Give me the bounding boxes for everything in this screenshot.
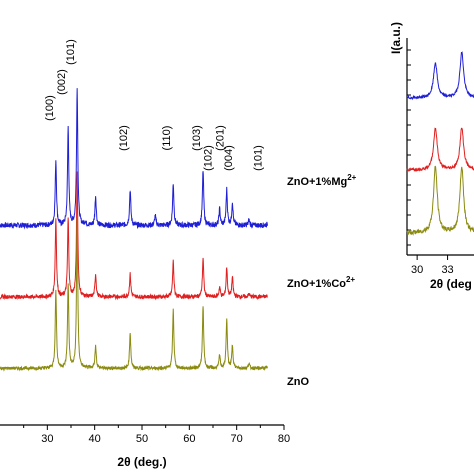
peak-label-8: (004) bbox=[223, 145, 235, 171]
peak-label-9: (101) bbox=[253, 145, 265, 171]
peak-label-0: (100) bbox=[44, 95, 56, 121]
peak-annotations: (100)(002)(101)(102) (110) (103)(102)(201)… bbox=[44, 39, 265, 171]
inset-series-line-2 bbox=[406, 165, 474, 236]
peak-label-2: (101) bbox=[65, 39, 77, 65]
series-label-1: ZnO+1%Co2+ bbox=[287, 275, 355, 290]
series-line-0 bbox=[0, 88, 268, 230]
main-x-tick-label-30: 30 bbox=[41, 433, 53, 445]
main-series bbox=[0, 88, 268, 372]
main-plot: 30 40 50 60 70 80 (100)(002) (101) (102) (110) (1… bbox=[0, 39, 357, 469]
series-line-2 bbox=[0, 218, 268, 372]
inset-x-axis-title: 2θ (deg bbox=[430, 277, 472, 291]
peak-label-5: (103) bbox=[191, 125, 203, 151]
inset-series bbox=[406, 51, 474, 236]
main-x-tick-label-50: 50 bbox=[136, 433, 148, 445]
series-label-2: ZnO bbox=[287, 376, 309, 388]
main-x-tick-label-60: 60 bbox=[183, 433, 195, 445]
inset-y-axis-title: I(a.u.) bbox=[389, 22, 403, 54]
main-x-tick-label-80: 80 bbox=[278, 433, 290, 445]
peak-label-4: (110) bbox=[161, 126, 173, 151]
inset-series-line-0 bbox=[406, 51, 474, 101]
inset-plot: 30 33 I(a.u.) 2θ (deg bbox=[389, 22, 474, 291]
main-x-tick-label-70: 70 bbox=[231, 433, 243, 445]
peak-label-1: (002) bbox=[56, 69, 68, 95]
series-label-0: ZnO+1%Mg2+ bbox=[287, 173, 357, 188]
peak-label-3: (102) bbox=[118, 125, 130, 151]
inset-x-ticks: 30 33 bbox=[411, 255, 454, 276]
peak-label-6: (102) bbox=[202, 145, 214, 171]
main-x-axis-title: 2θ (deg.) bbox=[117, 455, 166, 469]
main-x-tick-label-40: 40 bbox=[89, 433, 101, 445]
series-labels: ZnO+1%Mg2+ ZnO+1%Co2+ ZnO bbox=[287, 173, 357, 388]
inset-x-tick-label-30: 30 bbox=[411, 264, 423, 276]
series-line-1 bbox=[0, 171, 268, 301]
inset-x-tick-label-33: 33 bbox=[441, 264, 453, 276]
peak-label-7: (201) bbox=[215, 125, 227, 151]
main-x-ticks: 30 40 50 60 70 80 bbox=[23, 425, 290, 445]
inset-series-line-1 bbox=[406, 127, 474, 172]
